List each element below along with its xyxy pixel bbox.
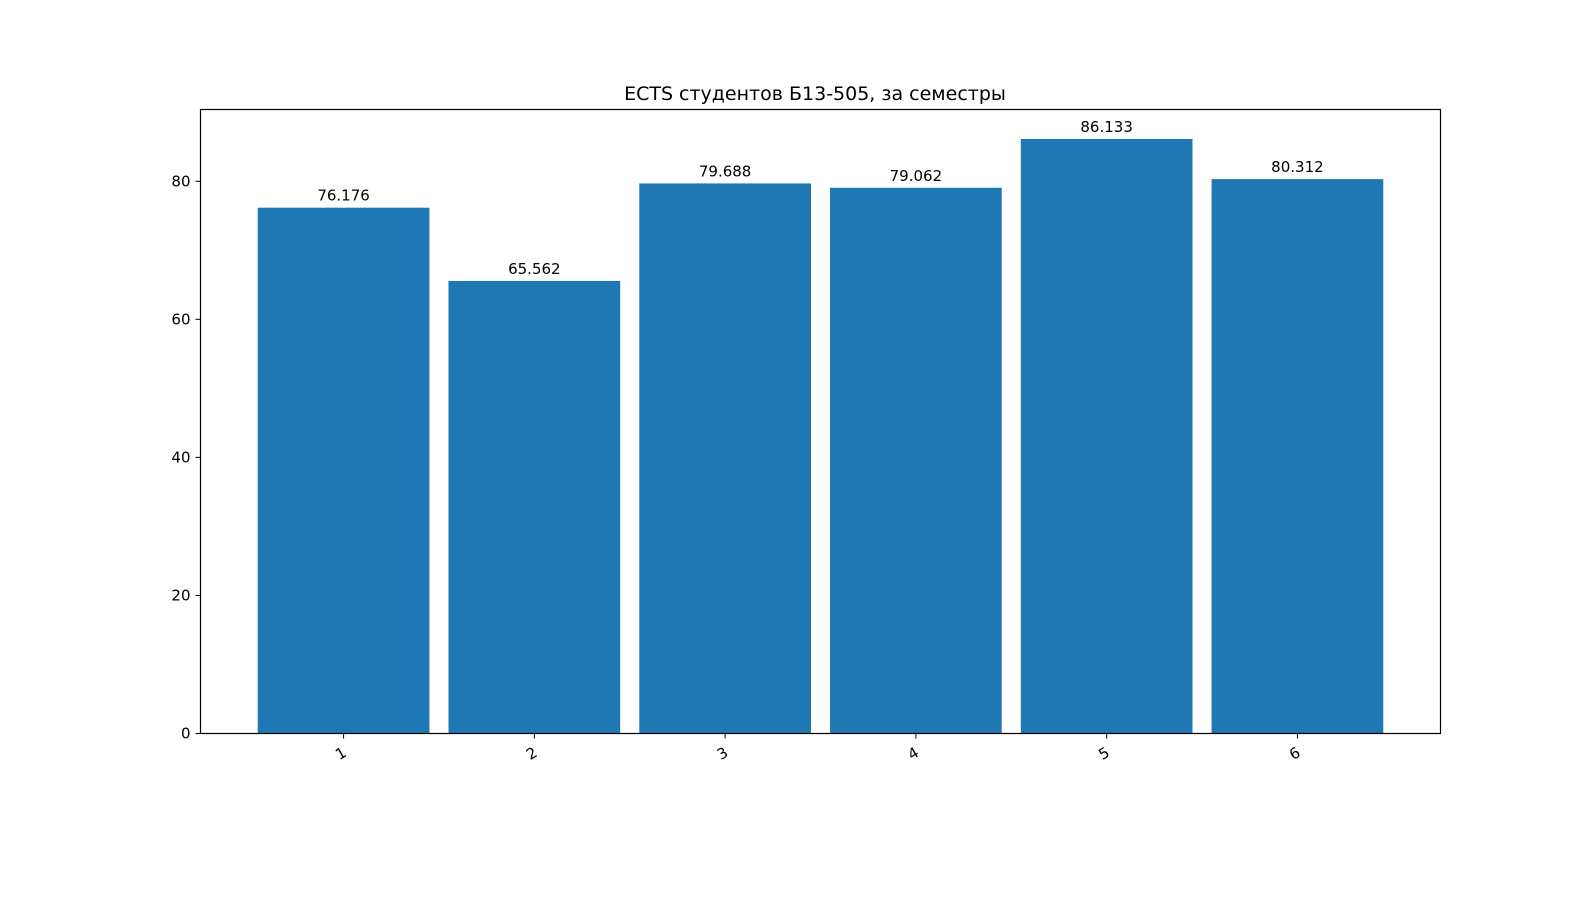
bar-5 — [1020, 138, 1193, 734]
bar-value-label-4: 79.062 — [890, 167, 943, 185]
y-tick-label: 40 — [171, 448, 190, 466]
y-tick-label: 60 — [171, 310, 190, 328]
x-tick-label: 3 — [714, 743, 731, 763]
y-tick-label: 80 — [171, 172, 190, 190]
bar-2 — [448, 280, 621, 734]
x-axis: 1 2 3 4 5 6 — [332, 733, 1303, 764]
y-tick-label: 20 — [171, 586, 190, 604]
bars-layer — [257, 138, 1384, 734]
chart-title: ECTS студентов Б13-505, за семестры — [624, 83, 1006, 105]
bar-1 — [257, 207, 430, 734]
bar-6 — [1211, 179, 1384, 734]
bar-value-label-3: 79.688 — [699, 162, 752, 180]
value-labels-layer: 76.176 65.562 79.688 79.062 86.133 80.312 — [317, 118, 1323, 278]
plot-frame — [199, 108, 1442, 735]
bar-3 — [639, 183, 811, 734]
y-tick-label: 0 — [181, 725, 191, 743]
y-axis: 0 20 40 60 80 — [171, 172, 201, 743]
bar-value-label-5: 86.133 — [1080, 118, 1133, 136]
bar-value-label-1: 76.176 — [317, 187, 370, 205]
x-tick-label: 2 — [523, 743, 540, 763]
x-tick-label: 5 — [1095, 743, 1112, 763]
x-tick-label: 1 — [332, 743, 349, 763]
bar-value-label-6: 80.312 — [1271, 158, 1324, 176]
x-tick-label: 4 — [905, 743, 922, 763]
bar-4 — [830, 187, 1002, 734]
x-tick-label: 6 — [1286, 743, 1303, 763]
bar-value-label-2: 65.562 — [508, 260, 561, 278]
